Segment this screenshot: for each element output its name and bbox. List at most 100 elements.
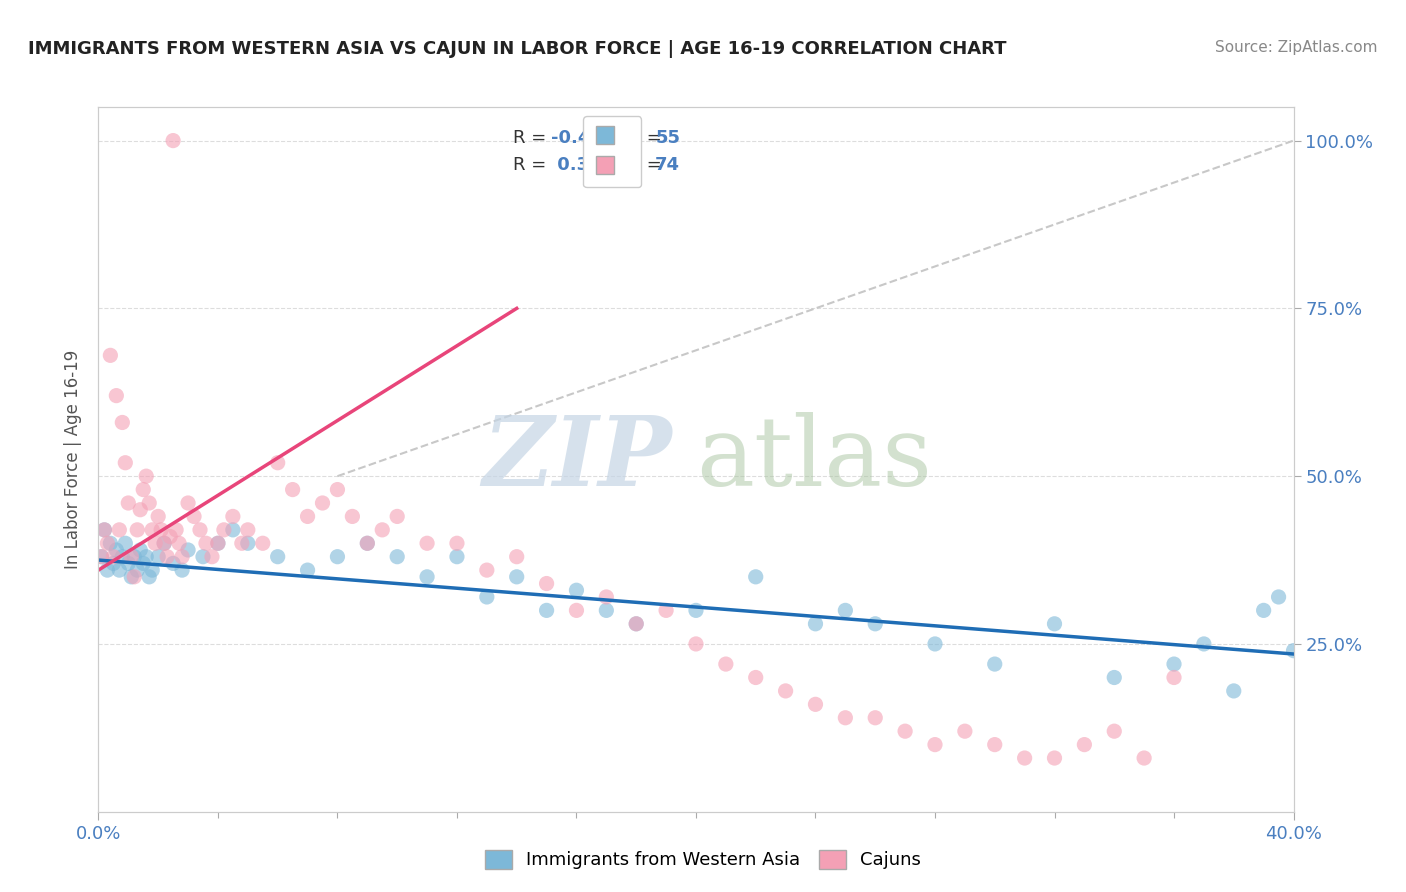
Point <box>105 389 128 403</box>
Point <box>385 509 409 524</box>
Point <box>1104 671 1126 685</box>
Legend: Immigrants from Western Asia, Cajuns: Immigrants from Western Asia, Cajuns <box>475 841 931 879</box>
Point <box>267 549 290 564</box>
Point <box>98 536 122 550</box>
Point <box>297 509 319 524</box>
Point <box>124 549 146 564</box>
Text: 0.327: 0.327 <box>551 156 614 174</box>
Point <box>416 570 439 584</box>
Text: R =: R = <box>513 156 553 174</box>
Point <box>117 496 139 510</box>
Point <box>865 616 887 631</box>
Point <box>148 509 170 524</box>
Point <box>1043 616 1066 631</box>
Point <box>356 536 378 550</box>
Point <box>1163 671 1185 685</box>
Point <box>236 536 259 550</box>
Point <box>446 536 468 550</box>
Point <box>148 549 170 564</box>
Point <box>565 583 588 598</box>
Point <box>1133 751 1156 765</box>
Point <box>626 616 648 631</box>
Text: 55: 55 <box>655 129 681 147</box>
Point <box>311 496 333 510</box>
Point <box>138 496 160 510</box>
Point <box>1223 684 1246 698</box>
Point <box>745 570 768 584</box>
Point <box>120 549 142 564</box>
Point <box>1163 657 1185 671</box>
Point <box>326 483 349 497</box>
Point <box>207 536 229 550</box>
Point <box>177 543 200 558</box>
Text: -0.432: -0.432 <box>551 129 616 147</box>
Point <box>141 523 163 537</box>
Point <box>129 543 152 558</box>
Point <box>135 469 157 483</box>
Point <box>188 523 211 537</box>
Point <box>685 603 707 617</box>
Text: atlas: atlas <box>696 412 932 507</box>
Point <box>231 536 253 550</box>
Point <box>132 483 155 497</box>
Point <box>111 416 134 430</box>
Point <box>865 711 887 725</box>
Point <box>103 557 125 571</box>
Point <box>1192 637 1215 651</box>
Point <box>595 590 617 604</box>
Point <box>201 549 224 564</box>
Point <box>108 523 131 537</box>
Point <box>371 523 394 537</box>
Point <box>953 724 976 739</box>
Point <box>159 530 181 544</box>
Point <box>1073 738 1095 752</box>
Point <box>165 523 187 537</box>
Point <box>595 603 617 617</box>
Point <box>804 616 827 631</box>
Point <box>207 536 229 550</box>
Point <box>655 603 678 617</box>
Point <box>506 549 529 564</box>
Text: ZIP: ZIP <box>482 412 672 507</box>
Text: 74: 74 <box>655 156 681 174</box>
Point <box>212 523 235 537</box>
Point <box>1282 643 1305 657</box>
Point <box>1014 751 1036 765</box>
Point <box>984 657 1007 671</box>
Point <box>98 348 122 362</box>
Point <box>150 523 173 537</box>
Point <box>167 536 190 550</box>
Point <box>536 603 558 617</box>
Point <box>834 603 856 617</box>
Point <box>114 456 136 470</box>
Point <box>114 536 136 550</box>
Point <box>108 563 131 577</box>
Point <box>475 563 498 577</box>
Point <box>153 536 176 550</box>
Point <box>135 549 157 564</box>
Point <box>129 502 152 516</box>
Point <box>138 570 160 584</box>
Text: Source: ZipAtlas.com: Source: ZipAtlas.com <box>1215 40 1378 55</box>
Point <box>124 570 146 584</box>
Point <box>297 563 319 577</box>
Point <box>416 536 439 550</box>
Point <box>90 549 112 564</box>
Point <box>96 536 118 550</box>
Point <box>1043 751 1066 765</box>
Point <box>924 637 946 651</box>
Text: N =: N = <box>616 156 668 174</box>
Point <box>924 738 946 752</box>
Point <box>326 549 349 564</box>
Legend: , : , <box>583 116 641 187</box>
Point <box>356 536 378 550</box>
Point <box>127 523 149 537</box>
Point <box>626 616 648 631</box>
Point <box>132 557 155 571</box>
Point <box>117 557 139 571</box>
Point <box>183 509 205 524</box>
Point <box>103 549 125 564</box>
Point <box>93 523 115 537</box>
Point <box>984 738 1007 752</box>
Point <box>252 536 274 550</box>
